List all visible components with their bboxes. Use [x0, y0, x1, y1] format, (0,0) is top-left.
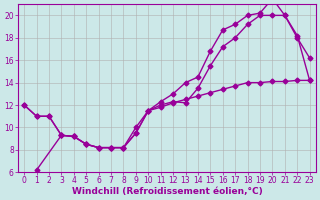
X-axis label: Windchill (Refroidissement éolien,°C): Windchill (Refroidissement éolien,°C) — [72, 187, 262, 196]
